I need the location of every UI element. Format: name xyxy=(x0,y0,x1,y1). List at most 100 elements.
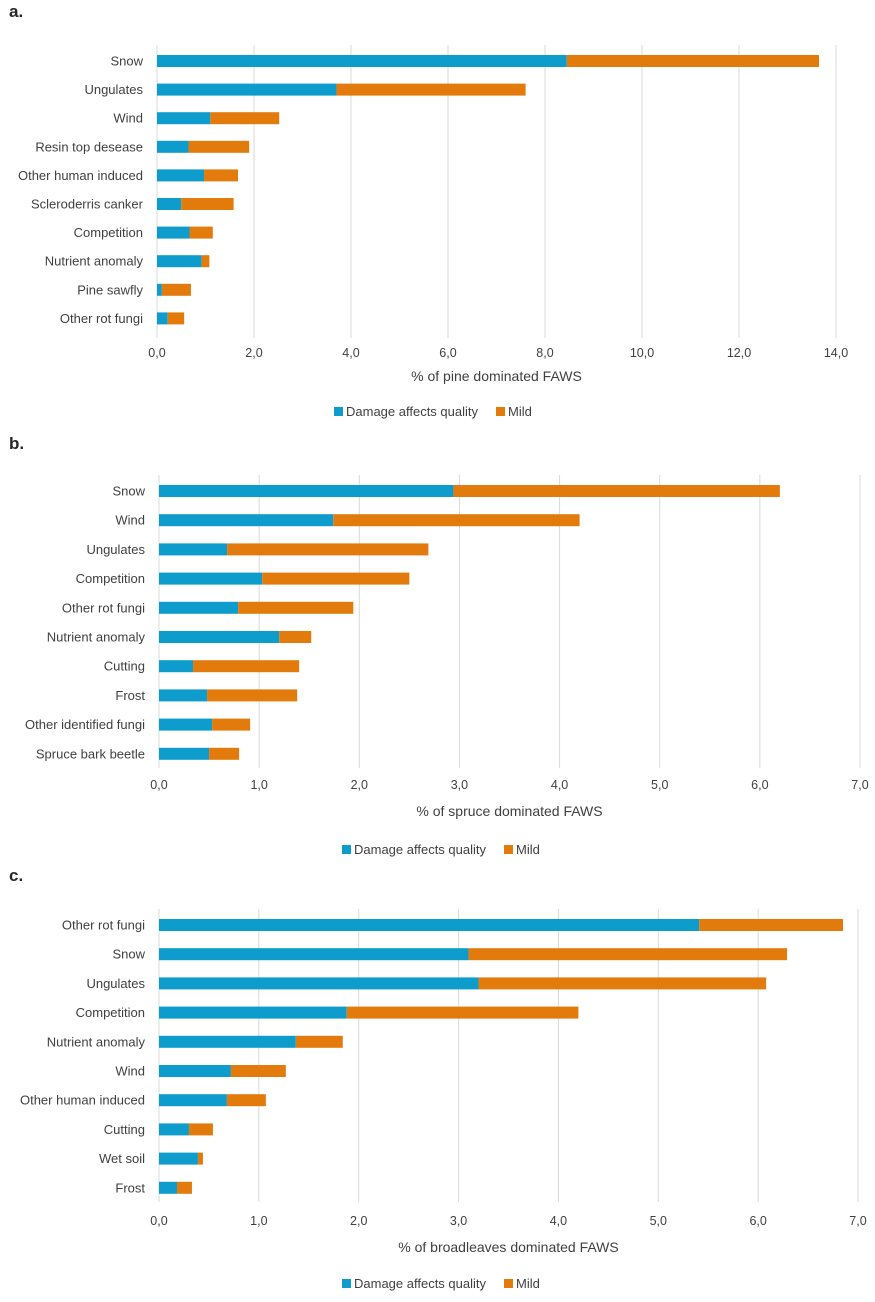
panel-label-a: a. xyxy=(9,2,24,21)
category-label: Other rot fungi xyxy=(62,918,145,933)
bar-mild xyxy=(346,1006,579,1019)
bar-quality xyxy=(157,140,189,153)
category-label: Competition xyxy=(76,571,145,586)
bar-mild xyxy=(230,1065,286,1077)
bar-mild xyxy=(333,514,580,527)
bar-quality xyxy=(157,283,162,296)
bar-mild xyxy=(336,83,526,96)
x-tick-label: 0,0 xyxy=(150,1214,167,1228)
category-label: Nutrient anomaly xyxy=(47,1034,146,1049)
bar-mild xyxy=(176,1181,192,1194)
category-label: Frost xyxy=(115,688,145,703)
x-tick-label: 6,0 xyxy=(751,778,768,792)
bar-quality xyxy=(159,660,194,673)
bar-mild xyxy=(188,140,250,153)
x-tick-label: 3,0 xyxy=(450,1214,467,1228)
x-tick-label: 6,0 xyxy=(439,346,456,360)
bar-quality xyxy=(159,1123,189,1136)
category-label: Other human induced xyxy=(18,168,143,183)
bar-mild xyxy=(167,312,185,325)
bar-mild xyxy=(468,948,788,961)
x-tick-label: 7,0 xyxy=(849,1214,866,1228)
x-tick-label: 12,0 xyxy=(727,346,751,360)
category-label: Wind xyxy=(115,1064,145,1079)
category-label: Frost xyxy=(115,1180,145,1195)
x-tick-label: 3,0 xyxy=(451,778,468,792)
bar-quality xyxy=(157,255,202,268)
category-label: Ungulates xyxy=(86,976,145,991)
category-label: Competition xyxy=(74,225,143,240)
bar-mild xyxy=(295,1035,343,1048)
bar-mild xyxy=(226,1094,266,1107)
legend-label-quality: Damage affects quality xyxy=(354,842,486,857)
x-tick-label: 14,0 xyxy=(824,346,848,360)
category-label: Scleroderris canker xyxy=(31,197,144,212)
bar-quality xyxy=(159,601,239,614)
x-tick-label: 0,0 xyxy=(148,346,165,360)
bar-mild xyxy=(209,747,240,760)
bar-mild xyxy=(197,1152,203,1165)
legend-label-quality: Damage affects quality xyxy=(354,1276,486,1291)
x-tick-label: 4,0 xyxy=(550,1214,567,1228)
x-tick-label: 6,0 xyxy=(749,1214,766,1228)
bar-quality xyxy=(159,1065,231,1077)
legend-swatch-mild xyxy=(504,1279,513,1288)
bar-quality xyxy=(157,55,567,67)
category-label: Ungulates xyxy=(84,82,143,97)
bar-quality xyxy=(159,1094,227,1107)
legend-label-mild: Mild xyxy=(516,1276,540,1291)
legend-swatch-mild xyxy=(496,407,505,416)
bar-quality xyxy=(159,718,213,731)
bar-mild xyxy=(201,255,210,268)
x-tick-label: 7,0 xyxy=(851,778,868,792)
bar-mild xyxy=(262,572,410,585)
x-tick-label: 8,0 xyxy=(536,346,553,360)
legend-swatch-mild xyxy=(504,845,513,854)
bar-quality xyxy=(159,1181,177,1194)
bar-quality xyxy=(159,747,210,760)
bar-mild xyxy=(227,543,429,556)
bar-quality xyxy=(159,485,454,497)
x-axis-title: % of pine dominated FAWS xyxy=(411,368,582,384)
bar-mild xyxy=(238,601,354,614)
panel-label-b: b. xyxy=(9,434,25,453)
category-label: Snow xyxy=(110,54,143,69)
category-label: Other human induced xyxy=(20,1093,145,1108)
bar-mild xyxy=(204,169,238,182)
bar-quality xyxy=(159,1152,198,1165)
bar-mild xyxy=(189,226,213,239)
bar-mild xyxy=(181,198,234,210)
broadleaves-chart: Other rot fungi Snow Ungulates Competition N… xyxy=(20,909,867,1291)
x-tick-label: 10,0 xyxy=(630,346,654,360)
legend-label-mild: Mild xyxy=(508,404,532,419)
x-tick-label: 5,0 xyxy=(651,778,668,792)
bar-quality xyxy=(159,1035,296,1048)
x-axis-title: % of broadleaves dominated FAWS xyxy=(398,1239,619,1255)
bar-quality xyxy=(157,169,205,182)
category-label: Nutrient anomaly xyxy=(45,254,144,269)
category-label: Pine sawfly xyxy=(77,282,143,297)
category-label: Cutting xyxy=(104,1122,145,1137)
bar-mild xyxy=(212,718,251,731)
x-tick-label: 1,0 xyxy=(250,1214,267,1228)
panel-label-c: c. xyxy=(9,866,24,885)
category-label: Snow xyxy=(112,484,145,499)
category-label: Cutting xyxy=(104,659,145,674)
category-label: Snow xyxy=(112,947,145,962)
x-axis-title: % of spruce dominated FAWS xyxy=(416,803,602,819)
chart-panel-c: c. Other rot fungi Snow Ungulates Competiti… xyxy=(0,864,875,1302)
category-label: Spruce bark beetle xyxy=(36,746,145,761)
legend-swatch-quality xyxy=(334,407,343,416)
chart-panel-b: b. Snow Wind Ungulates Competition Other rot… xyxy=(0,432,875,864)
bar-mild xyxy=(188,1123,213,1136)
spruce-chart: Snow Wind Ungulates Competition Other rot fu… xyxy=(25,475,869,857)
bar-quality xyxy=(157,83,337,96)
x-tick-label: 4,0 xyxy=(551,778,568,792)
legend-swatch-quality xyxy=(342,845,351,854)
legend-swatch-quality xyxy=(342,1279,351,1288)
bar-quality xyxy=(159,948,469,961)
x-tick-label: 0,0 xyxy=(150,778,167,792)
bar-quality xyxy=(159,572,263,585)
bar-quality xyxy=(159,631,280,643)
bar-quality xyxy=(159,543,228,556)
